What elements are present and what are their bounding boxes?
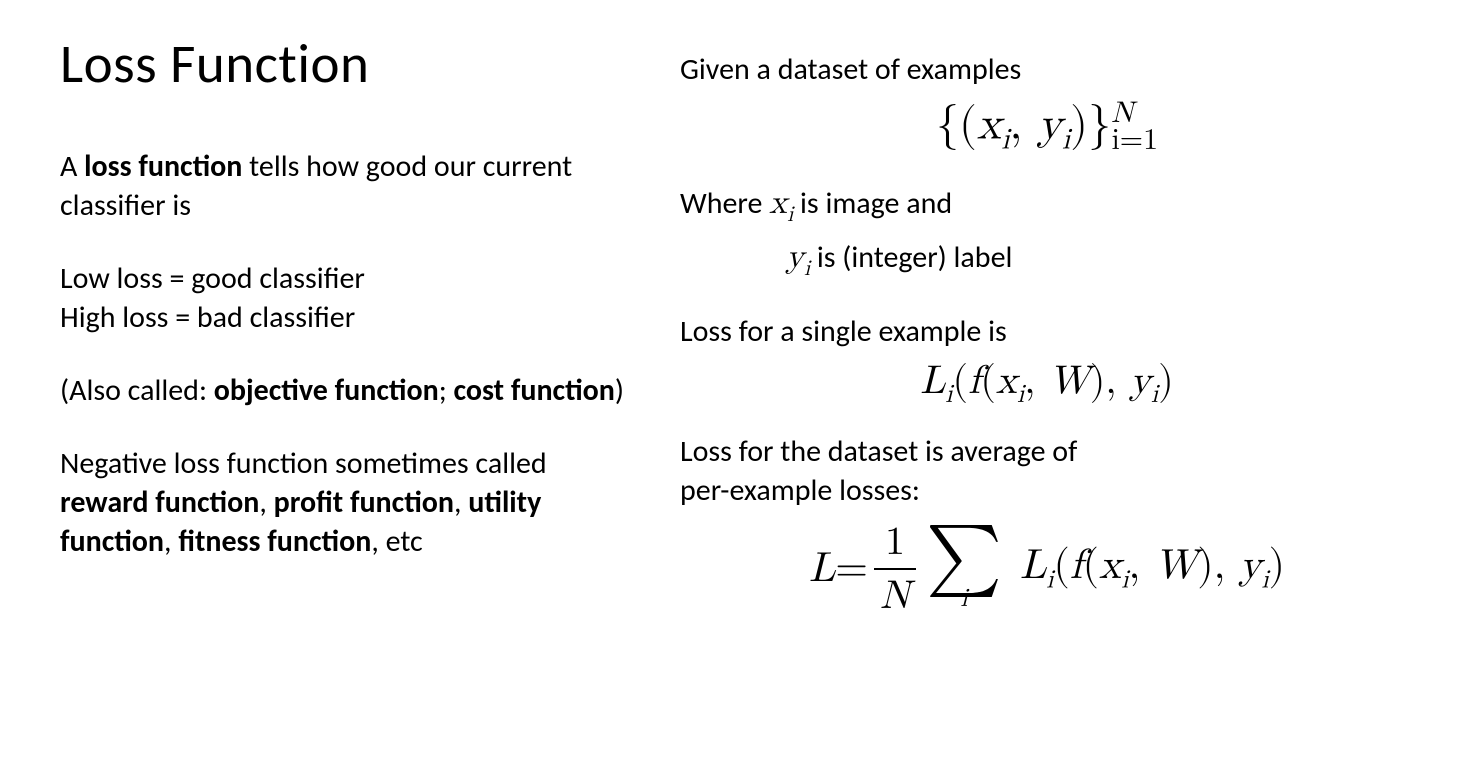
intro-paragraph: A loss function tells how good our curre… <box>60 147 640 225</box>
text: , etc <box>371 523 422 560</box>
term-reward-function: reward function <box>60 484 259 521</box>
dataset-loss-label-l1: Loss for the dataset is average of <box>680 432 1414 471</box>
sup-n: N <box>1111 98 1133 128</box>
text: Low loss = good classifier <box>60 260 365 297</box>
var-y: y <box>1038 101 1062 147</box>
text: High loss = bad classifier <box>60 299 355 336</box>
slide: Loss Function A loss function tells how … <box>0 0 1474 778</box>
text: , <box>259 484 273 521</box>
var-l: L <box>809 544 835 594</box>
sum-index: i <box>960 586 967 612</box>
var-x: x <box>977 101 1001 147</box>
equals: = <box>835 544 868 594</box>
where-block: Where xi is image and yi is (integer) la… <box>680 178 1414 286</box>
text: Where <box>680 185 769 222</box>
fraction-one-over-n: 1 N <box>874 518 916 620</box>
numerator: 1 <box>879 518 911 566</box>
given-dataset-label: Given a dataset of examples <box>680 50 1414 89</box>
brace-open: {( <box>936 101 977 147</box>
term-fitness-function: fitness function <box>178 523 371 560</box>
brace-close: )} <box>1070 101 1111 147</box>
var-x: x <box>769 186 787 220</box>
right-column: Given a dataset of examples {(xi, yi)}Ni… <box>670 20 1414 758</box>
low-high-paragraph: Low loss = good classifier High loss = b… <box>60 259 640 337</box>
comma: , <box>1010 101 1038 147</box>
term-profit-function: profit function <box>274 484 454 521</box>
slide-title: Loss Function <box>60 30 640 97</box>
denominator: N <box>874 572 916 620</box>
equation-single-loss: Li(f(xi, W), yi) <box>680 359 1414 410</box>
where-line-x: Where xi is image and <box>680 178 1414 232</box>
text: , <box>454 484 468 521</box>
term-objective-function: objective function <box>214 372 439 409</box>
where-line-y: yi is (integer) label <box>680 232 1414 286</box>
text: , <box>164 523 178 560</box>
equation-total-loss: L = 1 N ∑ i Li(f(xi, W), yi) <box>680 518 1414 620</box>
negative-paragraph: Negative loss function sometimes called … <box>60 444 640 561</box>
sum-term: Li(f(xi, W), yi) <box>1006 541 1285 596</box>
term-cost-function: cost function <box>454 372 615 409</box>
dataset-loss-label-l2: per-example losses: <box>680 471 1414 510</box>
term-loss-function: loss function <box>84 148 242 185</box>
var-y: y <box>786 240 804 274</box>
text: is (integer) label <box>810 239 1012 276</box>
sigma-icon: ∑ <box>926 525 1002 590</box>
text: ) <box>615 372 624 409</box>
text: is image and <box>793 185 952 222</box>
left-column: Loss Function A loss function tells how … <box>60 20 670 758</box>
summation: ∑ i <box>926 525 1002 612</box>
sub-i1: i=1 <box>1112 125 1159 155</box>
equation-dataset: {(xi, yi)}Ni=1 <box>680 97 1414 156</box>
text: (Also called: <box>60 372 214 409</box>
aka-paragraph: (Also called: objective function; cost f… <box>60 371 640 410</box>
sub-i: i <box>1062 125 1070 155</box>
single-loss-label: Loss for a single example is <box>680 312 1414 351</box>
text: A <box>60 148 84 185</box>
text: Negative loss function sometimes called <box>60 445 547 482</box>
text: ; <box>439 372 454 409</box>
sub-i: i <box>1001 125 1009 155</box>
fraction-bar <box>874 568 916 570</box>
